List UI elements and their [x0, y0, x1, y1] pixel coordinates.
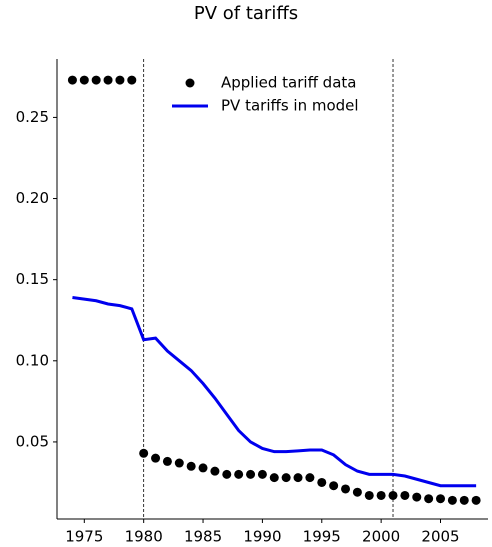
data-point: [364, 490, 374, 500]
data-point: [471, 495, 481, 505]
y-tick-label: 0.25: [16, 108, 49, 126]
data-point: [317, 477, 327, 487]
data-point: [127, 75, 137, 85]
y-tick-label: 0.10: [16, 351, 49, 369]
data-point: [222, 469, 232, 479]
legend-marker: [185, 78, 195, 88]
data-point: [234, 469, 244, 479]
data-point: [210, 466, 220, 476]
data-point: [162, 456, 172, 466]
data-point: [400, 490, 410, 500]
data-point: [269, 473, 279, 483]
data-point: [174, 458, 184, 468]
data-point: [424, 494, 434, 504]
x-tick-label: 1980: [125, 528, 163, 546]
y-tick-label: 0.15: [16, 270, 49, 288]
data-line: [72, 296, 477, 488]
data-point: [293, 473, 303, 483]
data-point: [91, 75, 101, 85]
data-point: [103, 75, 113, 85]
x-tick-label: 2000: [362, 528, 400, 546]
data-point: [79, 75, 89, 85]
data-point: [198, 463, 208, 473]
data-point: [352, 487, 362, 497]
data-point: [246, 469, 256, 479]
data-point: [151, 453, 161, 463]
x-tick-label: 1975: [65, 528, 103, 546]
data-point: [459, 495, 469, 505]
data-point: [436, 494, 446, 504]
data-point: [67, 75, 77, 85]
data-point: [388, 490, 398, 500]
data-point: [412, 492, 422, 502]
x-tick-label: 1985: [184, 528, 222, 546]
legend-label: PV tariffs in model: [221, 97, 359, 115]
x-tick-label: 2005: [421, 528, 459, 546]
data-point: [281, 473, 291, 483]
data-point: [115, 75, 125, 85]
data-point: [341, 484, 351, 494]
data-point: [186, 461, 196, 471]
data-point: [447, 495, 457, 505]
chart-title: PV of tariffs: [194, 3, 298, 24]
y-tick-label: 0.05: [16, 432, 49, 450]
data-point: [329, 481, 339, 491]
legend-label: Applied tariff data: [221, 74, 356, 92]
x-tick-label: 1990: [243, 528, 281, 546]
data-point: [257, 469, 267, 479]
x-tick-label: 1995: [303, 528, 341, 546]
data-point: [139, 448, 149, 458]
data-point: [305, 473, 315, 483]
y-tick-label: 0.20: [16, 189, 49, 207]
data-point: [376, 490, 386, 500]
